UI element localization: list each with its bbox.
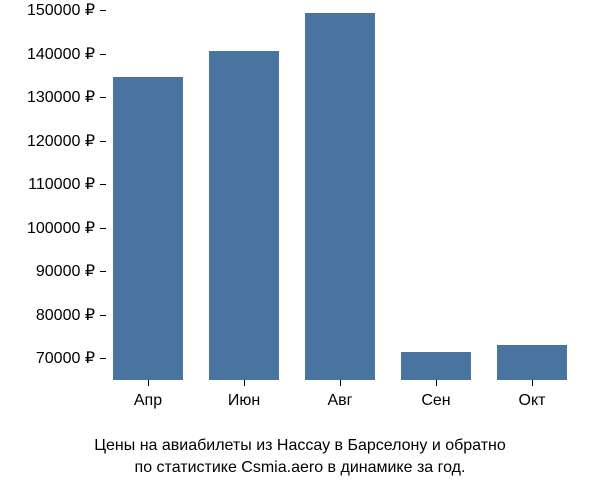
y-tick-label: 80000 ₽ xyxy=(36,305,95,325)
x-tick-mark xyxy=(148,380,149,386)
x-tick-label: Авг xyxy=(327,392,352,410)
bar xyxy=(497,345,566,380)
bar xyxy=(305,13,374,380)
bar xyxy=(209,51,278,380)
bar xyxy=(113,77,182,380)
x-tick-mark xyxy=(532,380,533,386)
x-tick-label: Апр xyxy=(134,392,162,410)
y-tick-label: 100000 ₽ xyxy=(27,218,95,238)
x-axis: Апр Июн Авг Сен Окт xyxy=(100,380,580,420)
bar xyxy=(401,352,470,380)
x-tick-mark xyxy=(340,380,341,386)
y-tick-label: 150000 ₽ xyxy=(27,0,95,20)
y-tick-label: 120000 ₽ xyxy=(27,131,95,151)
price-bar-chart: 70000 ₽ 80000 ₽ 90000 ₽ 100000 ₽ 110000 ₽ 120… xyxy=(0,0,600,430)
chart-caption: Цены на авиабилеты из Нассау в Барселону… xyxy=(0,435,600,480)
caption-line-2: по статистике Csmia.aero в динамике за г… xyxy=(135,459,466,476)
y-tick-label: 90000 ₽ xyxy=(36,261,95,281)
y-tick-label: 140000 ₽ xyxy=(27,44,95,64)
y-tick-label: 110000 ₽ xyxy=(28,174,95,194)
x-tick-mark xyxy=(244,380,245,386)
y-tick-label: 70000 ₽ xyxy=(36,348,95,368)
x-tick-label: Июн xyxy=(228,392,260,410)
x-tick-mark xyxy=(436,380,437,386)
y-tick-label: 130000 ₽ xyxy=(27,87,95,107)
x-tick-label: Окт xyxy=(519,392,546,410)
plot-area xyxy=(100,10,580,380)
caption-line-1: Цены на авиабилеты из Нассау в Барселону… xyxy=(94,437,506,454)
x-tick-label: Сен xyxy=(421,392,450,410)
y-axis: 70000 ₽ 80000 ₽ 90000 ₽ 100000 ₽ 110000 ₽ 120… xyxy=(0,10,95,380)
